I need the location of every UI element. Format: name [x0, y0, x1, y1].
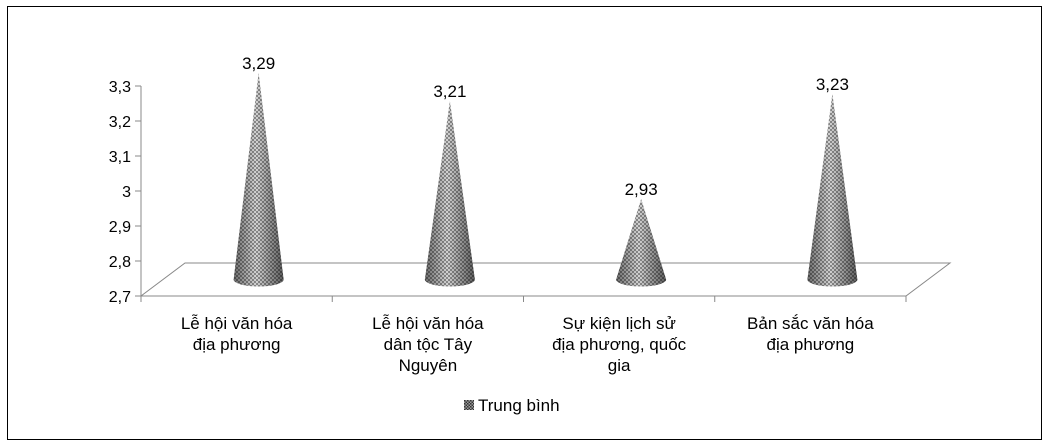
- y-tick-label: 2,9: [109, 219, 131, 236]
- x-category-label: Nguyên: [399, 356, 458, 375]
- y-tick-label: 3,2: [109, 114, 131, 131]
- x-category-label: địa phương: [193, 335, 281, 354]
- cone-bar: [233, 73, 284, 287]
- legend: Trung bình: [464, 396, 560, 415]
- cone-texture: [233, 73, 284, 287]
- cone-bar: [424, 101, 475, 287]
- data-label: 2,93: [625, 180, 658, 199]
- y-tick-label: 3: [122, 184, 131, 201]
- x-category-label: Bản sắc văn hóa: [747, 314, 874, 333]
- cone-texture: [424, 101, 475, 287]
- chart-floor: [139, 262, 952, 297]
- x-category-label: Lễ hội văn hóa: [372, 314, 484, 333]
- y-tick-label: 3,1: [109, 149, 131, 166]
- x-category-label: địa phương: [766, 335, 854, 354]
- x-category-label: gia: [608, 356, 631, 375]
- legend-label: Trung bình: [478, 396, 560, 415]
- x-category-label: dân tộc Tây: [384, 335, 473, 354]
- chart-frame: 2,7 2,8 2,9 3 3,1 3,2 3,3 3,29 3,21 2,93 3,23 Lễ h…: [7, 6, 1042, 440]
- cone-bar: [616, 199, 667, 287]
- y-tick-label: 3,3: [109, 79, 131, 96]
- y-tick-label: 2,8: [109, 254, 131, 271]
- x-category-label: địa phương, quốc: [552, 335, 687, 354]
- cone-bar: [807, 94, 858, 287]
- cone-texture: [616, 199, 667, 287]
- x-category-label: Lễ hội văn hóa: [181, 314, 293, 333]
- data-label: 3,21: [433, 82, 466, 101]
- y-tick-label: 2,7: [109, 289, 131, 306]
- x-category-label: Sự kiện lịch sử: [562, 314, 675, 333]
- data-label: 3,23: [816, 75, 849, 94]
- legend-swatch: [464, 400, 474, 410]
- data-label: 3,29: [242, 54, 275, 73]
- cone-texture: [807, 94, 858, 287]
